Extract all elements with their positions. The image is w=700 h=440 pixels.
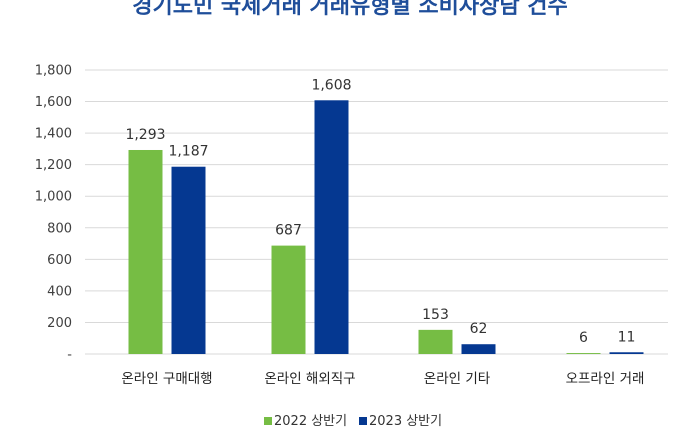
data-label: 62 <box>470 321 488 337</box>
y-tick-label: 1,200 <box>35 158 72 173</box>
bar-2023-4 <box>609 352 644 354</box>
bar-2022-4 <box>566 353 601 354</box>
legend-label: 2022 상반기 <box>274 414 347 429</box>
data-label: 1,187 <box>168 144 208 160</box>
legend-swatch <box>359 417 367 425</box>
data-label: 1,293 <box>125 127 165 143</box>
legend-swatch <box>264 417 272 425</box>
y-tick-label: 1,400 <box>35 127 72 142</box>
x-tick-label: 온라인 기타 <box>424 371 491 387</box>
data-label: 6 <box>579 330 588 346</box>
y-tick-label: 400 <box>47 284 72 299</box>
bar-2022-1 <box>128 149 163 354</box>
x-tick-label: 온라인 해외직구 <box>264 371 355 387</box>
y-tick-label: 800 <box>47 221 72 236</box>
data-label: 11 <box>618 329 636 345</box>
bar-2022-2 <box>271 245 306 354</box>
x-tick-label: 온라인 구매대행 <box>121 371 212 387</box>
x-tick-label: 오프라인 거래 <box>566 371 645 387</box>
data-label: 687 <box>275 223 302 239</box>
y-tick-label: 1,800 <box>35 64 72 79</box>
data-label: 153 <box>422 307 449 323</box>
legend-label: 2023 상반기 <box>369 414 442 429</box>
y-tick-label: 1,000 <box>35 190 72 205</box>
bar-2022-3 <box>418 329 453 354</box>
y-tick-label: 200 <box>47 316 72 331</box>
bar-2023-2 <box>314 100 349 354</box>
bar-2023-3 <box>461 344 496 354</box>
bar-2023-1 <box>171 166 206 354</box>
y-tick-label: 600 <box>47 253 72 268</box>
chart-title: 경기도민 국제거래 거래유형별 소비자상담 건수 <box>132 0 568 19</box>
y-tick-label: 1,600 <box>35 95 72 110</box>
y-tick-label: - <box>67 348 72 363</box>
data-label: 1,608 <box>311 77 351 93</box>
